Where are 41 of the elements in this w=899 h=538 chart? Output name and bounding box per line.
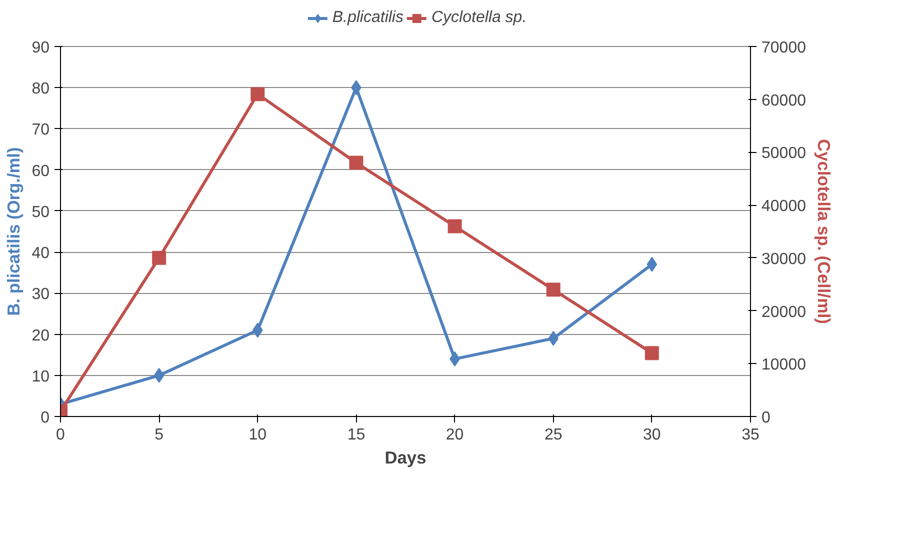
y2-tick-label: 30000 (762, 250, 806, 268)
x-tick-label: 25 (544, 426, 562, 444)
y-tick-label: 20 (32, 327, 50, 344)
x-tick-label: 10 (248, 426, 267, 444)
y2-axis-title: Cyclotella sp. (Cell/ml) (814, 139, 834, 324)
x-tick-label: 30 (643, 426, 661, 444)
point (252, 322, 263, 338)
y-tick-label: 30 (32, 286, 50, 304)
y-axis-title: B. plicatilis (Org./ml) (4, 147, 24, 316)
y-tick-label: 50 (32, 204, 50, 221)
y2-tick-label: 20000 (762, 304, 806, 321)
point (349, 156, 364, 170)
point (548, 330, 559, 346)
point (646, 256, 658, 272)
x-tick-label: 15 (347, 426, 366, 444)
y2-tick-label: 0 (762, 410, 770, 426)
y-tick-label: 10 (32, 368, 50, 386)
legend-label: B.plicatilis (332, 9, 404, 27)
x-tick-label: 5 (154, 426, 164, 444)
y-tick-label: 70 (32, 122, 50, 139)
point (448, 219, 462, 234)
y-tick-label: 0 (40, 410, 50, 426)
y-tick-label: 60 (32, 162, 50, 180)
x-tick-label: 35 (742, 426, 760, 444)
point (250, 87, 265, 102)
y-tick-label: 90 (32, 40, 50, 56)
x-tick-label: 20 (446, 426, 464, 444)
legend-label: Cyclotella sp. (431, 9, 527, 27)
y2-tick-label: 10000 (762, 356, 806, 374)
y2-tick-label: 70000 (762, 40, 806, 56)
x-axis-title: Days (384, 448, 426, 468)
point (152, 250, 166, 265)
x-tick-label: 0 (56, 426, 66, 444)
y2-tick-label: 50000 (762, 145, 806, 162)
point (154, 368, 164, 383)
point (546, 282, 560, 297)
y-tick-label: 40 (32, 245, 50, 262)
point (644, 346, 659, 360)
y2-tick-label: 60000 (762, 92, 806, 110)
y-tick-label: 80 (32, 80, 50, 98)
y2-tick-label: 40000 (762, 198, 806, 216)
